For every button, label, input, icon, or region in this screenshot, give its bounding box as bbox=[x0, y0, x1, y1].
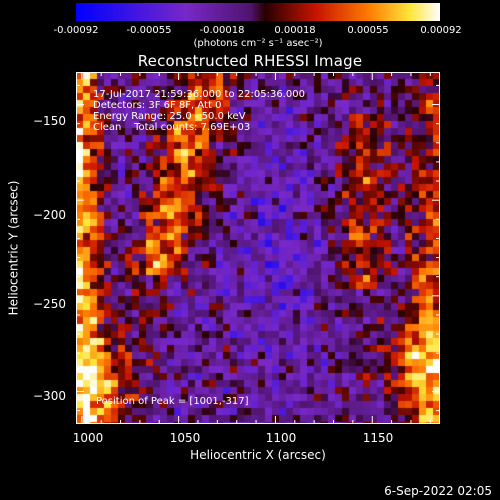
image-plot: 17-Jul-2017 21:59:36.000 to 22:05:36.000… bbox=[76, 72, 440, 424]
x-axis-label: Heliocentric X (arcsec) bbox=[190, 448, 326, 462]
plot-frame bbox=[76, 72, 440, 424]
y-tick-label: −200 bbox=[33, 208, 66, 222]
colorbar-tick-label: 0.00055 bbox=[347, 25, 389, 36]
time-range-text: 17-Jul-2017 21:59:36.000 to 22:05:36.000 bbox=[93, 89, 305, 100]
y-axis-label: Heliocentric Y (arcsec) bbox=[6, 180, 21, 316]
colorbar-tick-label: -0.00018 bbox=[199, 25, 245, 36]
colorbar-tick-label: 0.00018 bbox=[274, 25, 316, 36]
colorbar-tick-label: -0.00055 bbox=[126, 25, 172, 36]
detectors-text: Detectors: 3F 6F 8F, Att 0 bbox=[93, 100, 222, 111]
y-tick-label: −250 bbox=[33, 297, 66, 311]
colorbar-units: (photons cm⁻² s⁻¹ asec⁻²) bbox=[193, 38, 323, 49]
x-tick-label: 1000 bbox=[72, 431, 104, 445]
colorbar-gradient bbox=[76, 3, 440, 21]
clean-counts-text: Clean Total counts: 7.69E+03 bbox=[93, 122, 251, 133]
footer-date: 6-Sep-2022 02:05 bbox=[384, 484, 492, 498]
energy-range-text: Energy Range: 25.0 - 50.0 keV bbox=[93, 111, 246, 122]
x-tick-label: 1100 bbox=[265, 431, 297, 445]
peak-position-text: Position of Peak = [1001,-317] bbox=[96, 396, 249, 407]
x-tick-label: 1150 bbox=[362, 431, 394, 445]
plot-title: Reconstructed RHESSI Image bbox=[137, 52, 363, 70]
plot-axes bbox=[76, 72, 440, 424]
y-tick-label: −150 bbox=[33, 114, 66, 128]
reconstructed-image bbox=[76, 72, 440, 424]
colorbar-tick-label: -0.00092 bbox=[53, 25, 99, 36]
colorbar bbox=[76, 3, 440, 21]
y-tick-label: −300 bbox=[33, 389, 66, 403]
x-tick-label: 1050 bbox=[169, 431, 201, 445]
axis-ticks bbox=[76, 72, 440, 424]
colorbar-tick-label: 0.00092 bbox=[420, 25, 462, 36]
